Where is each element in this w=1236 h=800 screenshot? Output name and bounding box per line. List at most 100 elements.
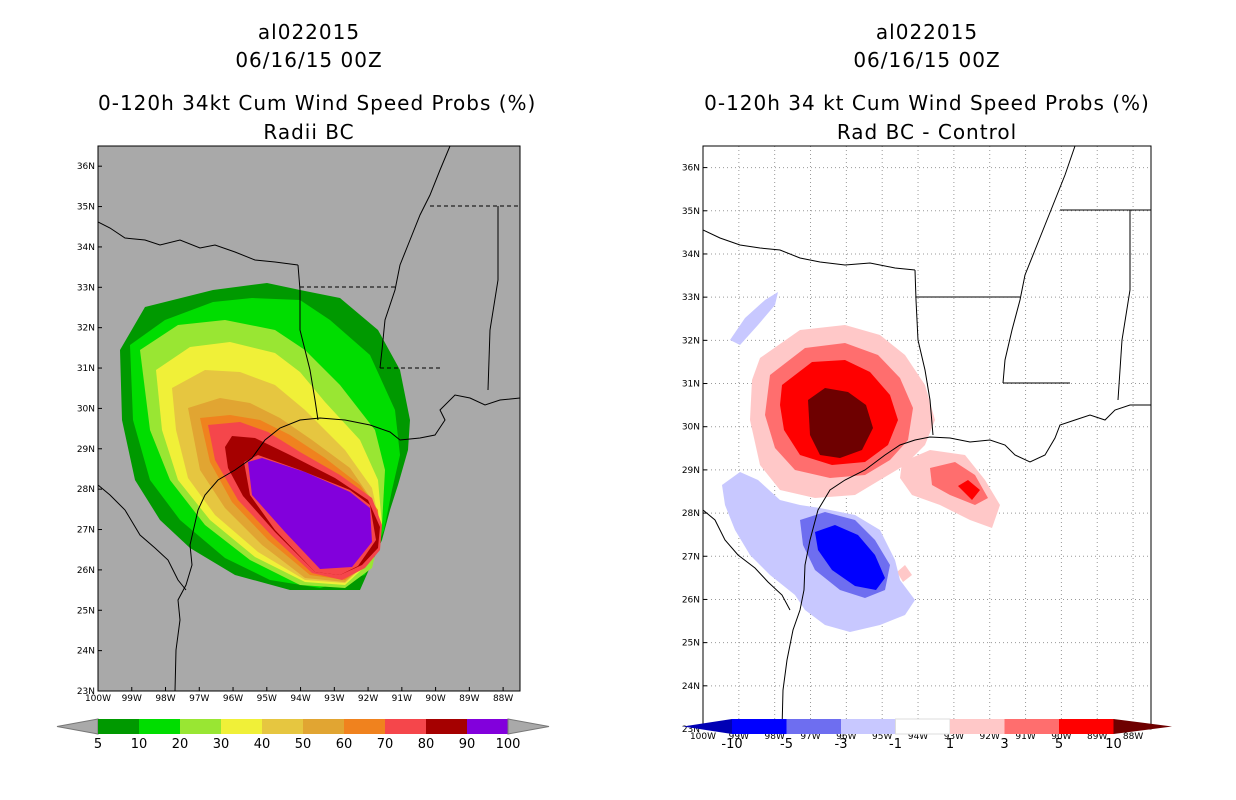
right-difference-contours (722, 292, 1000, 632)
pos-contour-5b (958, 480, 980, 500)
left-ytick-label: 34N (77, 243, 95, 253)
neg-contour-1b (730, 292, 778, 345)
right-xtick-label: 90W (1051, 732, 1071, 742)
left-colorbar: 5 10 20 30 40 50 60 70 80 90 100 (56, 718, 550, 752)
right-map-panel: 100W 99W 98W 97W 96W 95W 94W 93W 92W 91W 90W 89W 88W… (682, 145, 1152, 742)
left-colorbar-label: 40 (254, 737, 271, 752)
left-state-border-ms-al (487, 206, 499, 391)
left-colorbar-label: 80 (418, 737, 435, 752)
right-state-border-tx-la (914, 269, 934, 436)
left-ytick-label: 29N (77, 445, 95, 455)
left-xtick-label: 100W (85, 694, 111, 704)
left-colorbar-max-arrow (507, 718, 550, 735)
pos-contour-1c (897, 565, 912, 582)
right-ytick-label: 24N (682, 682, 700, 692)
right-colorbar-swatch (1004, 719, 1059, 734)
right-ytick-label: 35N (682, 207, 700, 217)
left-colorbar-swatch (98, 719, 139, 734)
left-ytick-label: 24N (77, 647, 95, 657)
left-map-frame (97, 145, 521, 692)
left-xtick-label: 95W (257, 694, 277, 704)
right-xtick-label: 98W (765, 732, 785, 742)
right-colorbar-label: -1 (889, 737, 902, 752)
left-xtick-label: 90W (425, 694, 445, 704)
left-title-line4: Radii BC (263, 120, 355, 144)
left-colorbar-swatch (139, 719, 180, 734)
left-colorbar-label: 50 (295, 737, 312, 752)
right-colorbar-label: -3 (835, 737, 848, 752)
left-colorbar-min-arrow (56, 718, 99, 735)
right-xtick-label: 96W (836, 732, 856, 742)
right-colorbar-swatch (1059, 719, 1114, 734)
left-probability-contours (120, 283, 410, 590)
right-ytick-label: 30N (682, 423, 700, 433)
right-ytick-label: 23N (682, 725, 700, 735)
left-colorbar-swatch (385, 719, 426, 734)
right-title-line3: 0-120h 34 kt Cum Wind Speed Probs (%) (704, 91, 1150, 115)
right-title-line2: 06/16/15 00Z (853, 48, 1001, 72)
left-ytick-label: 32N (77, 324, 95, 334)
left-coastline (174, 394, 520, 691)
left-colorbar-swatch (262, 719, 303, 734)
right-colorbar-swatch (786, 719, 841, 734)
right-state-border-ms-al (1117, 210, 1131, 401)
left-ytick-label: 28N (77, 485, 95, 495)
right-ytick-label: 27N (682, 552, 700, 562)
right-xtick-label: 91W (1015, 732, 1035, 742)
right-xtick-label: 92W (980, 732, 1000, 742)
left-ytick-label: 30N (77, 404, 95, 414)
left-ytick-label: 23N (77, 687, 95, 697)
right-axis-ticks: 100W 99W 98W 97W 96W 95W 94W 93W 92W 91W 90W 89W 88W… (682, 164, 1144, 742)
left-state-border-tx-la (297, 264, 319, 421)
left-colorbar-swatch (344, 719, 385, 734)
right-colorbar-label: 5 (1055, 737, 1063, 752)
right-xtick-label: 93W (944, 732, 964, 742)
right-ytick-label: 28N (682, 509, 700, 519)
left-colorbar-label: 60 (336, 737, 353, 752)
right-xtick-label: 95W (872, 732, 892, 742)
right-colorbar-label: 1 (946, 737, 954, 752)
right-ytick-label: 25N (682, 639, 700, 649)
right-xtick-label: 88W (1123, 732, 1143, 742)
right-xtick-label: 94W (908, 732, 928, 742)
right-ytick-label: 33N (682, 293, 700, 303)
left-ytick-label: 36N (77, 162, 95, 172)
right-colorbar-label: 10 (1105, 737, 1122, 752)
right-title-line4: Rad BC - Control (836, 120, 1018, 144)
pos-contour-10 (808, 388, 873, 458)
left-map-panel: 100W 99W 98W 97W 96W 95W 94W 93W 92W 91W 90W 89W 88W… (77, 145, 521, 704)
left-xtick-label: 88W (493, 694, 513, 704)
left-xtick-label: 91W (392, 694, 412, 704)
left-xtick-label: 92W (358, 694, 378, 704)
right-ytick-label: 32N (682, 336, 700, 346)
right-title-line1: al022015 (875, 20, 979, 44)
right-colorbar-swatch (950, 719, 1005, 734)
left-ytick-label: 25N (77, 606, 95, 616)
right-colorbar: -10 -5 -3 -1 1 3 5 10 (683, 718, 1172, 752)
left-axis-ticks: 100W 99W 98W 97W 96W 95W 94W 93W 92W 91W 90W 89W 88W… (77, 162, 514, 704)
right-state-border-tx-ok (703, 229, 916, 271)
left-ytick-label: 33N (77, 283, 95, 293)
left-ytick-label: 27N (77, 526, 95, 536)
left-mississippi-river (379, 146, 451, 369)
left-xtick-label: 99W (122, 694, 142, 704)
right-ytick-label: 29N (682, 466, 700, 476)
left-colorbar-swatch (467, 719, 508, 734)
left-colorbar-label: 10 (131, 737, 148, 752)
right-colorbar-swatch (895, 718, 951, 735)
left-title-line3: 0-120h 34kt Cum Wind Speed Probs (%) (98, 91, 537, 115)
left-ytick-label: 35N (77, 203, 95, 213)
right-xtick-label: 100W (690, 732, 716, 742)
left-colorbar-label: 70 (377, 737, 394, 752)
left-colorbar-label: 100 (496, 737, 521, 752)
right-colorbar-swatch (841, 719, 896, 734)
left-colorbar-swatch (426, 719, 467, 734)
right-colorbar-max-arrow (1113, 719, 1172, 734)
right-mississippi-river (1002, 146, 1076, 384)
left-title-line2: 06/16/15 00Z (235, 48, 383, 72)
left-ytick-label: 26N (77, 566, 95, 576)
right-colorbar-min-arrow (683, 719, 732, 734)
neg-contour-5 (815, 525, 885, 590)
left-xtick-label: 98W (155, 694, 175, 704)
